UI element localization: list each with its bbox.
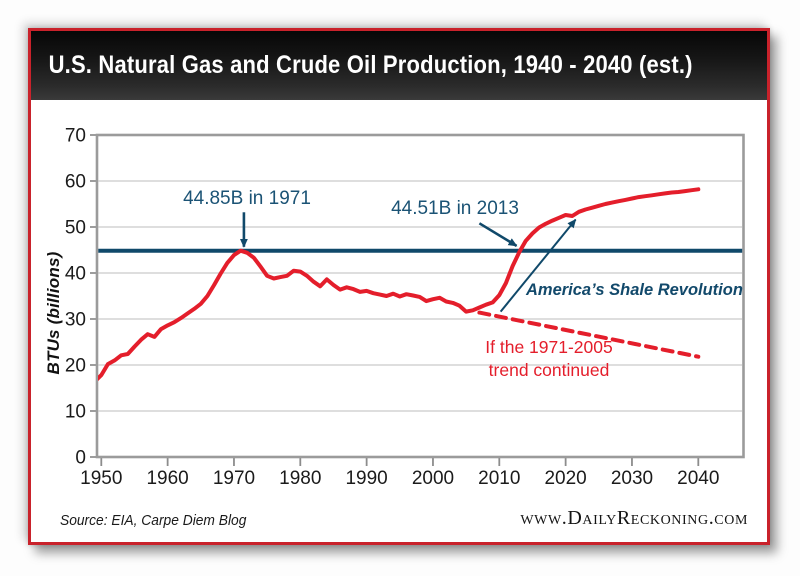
annotation-trend-continued: If the 1971-2005 trend continued — [449, 336, 649, 382]
chart-title: U.S. Natural Gas and Crude Oil Productio… — [48, 51, 693, 79]
y-axis-title: BTUs (billions) — [44, 251, 63, 375]
website-url: www.DailyReckoning.com — [520, 507, 748, 529]
annotation-shale-revolution: America’s Shale Revolution — [526, 280, 743, 299]
title-banner: U.S. Natural Gas and Crude Oil Productio… — [31, 31, 767, 100]
annotation-trend-line2: trend continued — [488, 359, 610, 380]
annotation-2013-value: 44.51B in 2013 — [391, 198, 519, 219]
annotation-1971-peak: 44.85B in 1971 — [183, 188, 311, 209]
source-credit: Source: EIA, Carpe Diem Blog — [60, 512, 247, 529]
annotation-trend-line1: If the 1971-2005 — [485, 337, 613, 357]
